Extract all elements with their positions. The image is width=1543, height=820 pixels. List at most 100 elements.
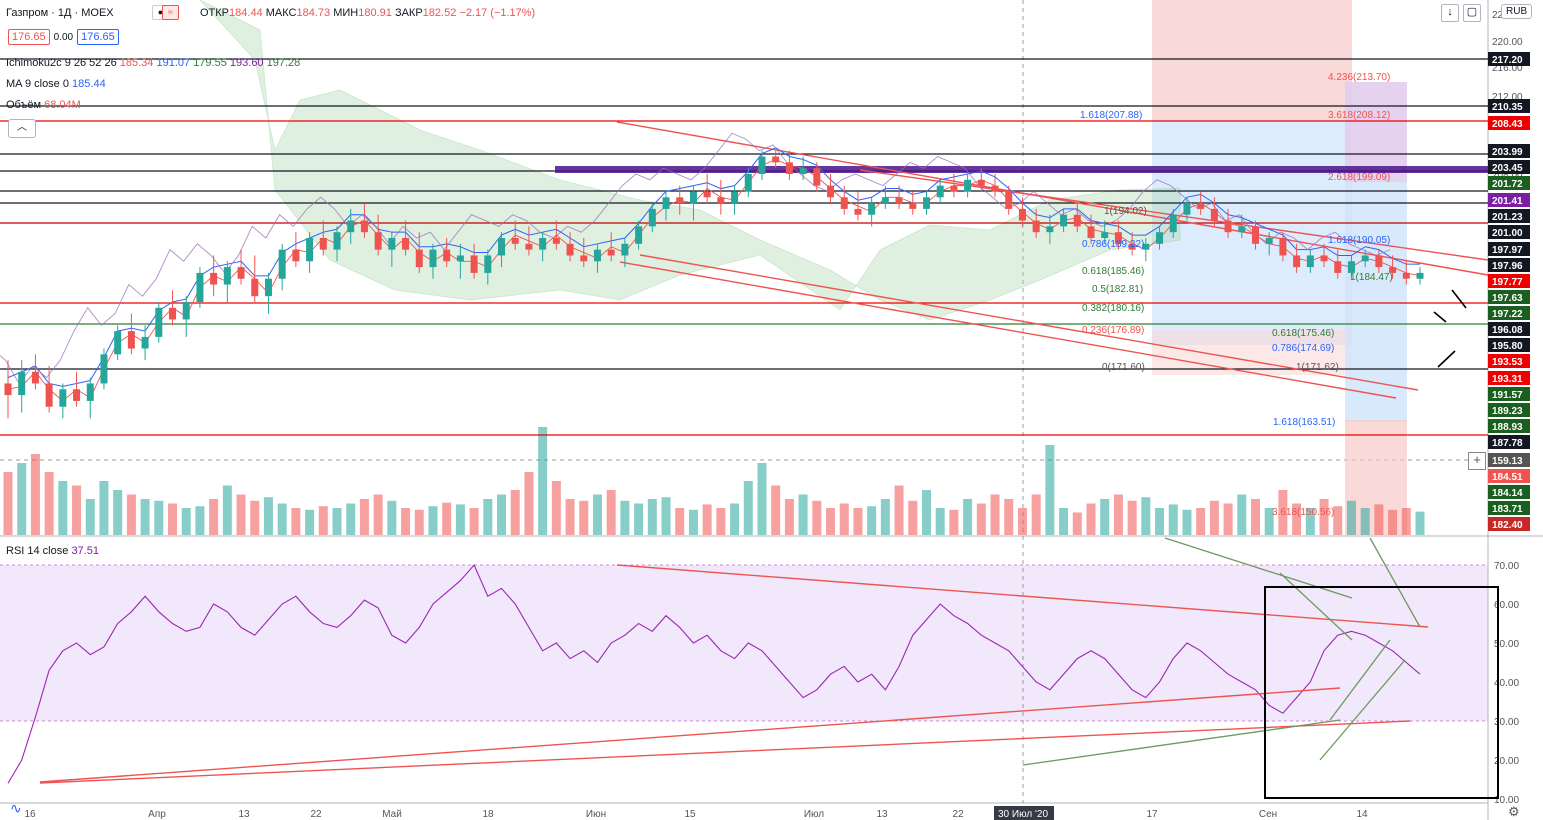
rsi-highlight-box[interactable] xyxy=(1264,586,1499,799)
volume-bar xyxy=(880,499,890,535)
time-tick-label: Апр xyxy=(148,809,166,820)
candle-body xyxy=(1347,261,1355,273)
volume-bar xyxy=(579,500,589,535)
tradingview-logo-icon[interactable]: ∿ xyxy=(10,800,22,816)
arrow-annotation-1[interactable] xyxy=(1451,289,1467,309)
bid-button[interactable]: 176.65 xyxy=(8,29,50,45)
rsi-green-fan-line[interactable] xyxy=(1022,719,1341,766)
price-level-label: 201.00 xyxy=(1492,228,1523,239)
trend-channel-line[interactable] xyxy=(616,121,1489,276)
rsi-tick-label: 20.00 xyxy=(1494,756,1519,767)
volume-bar xyxy=(976,503,986,535)
low-value: 180.91 xyxy=(358,7,392,19)
rsi-trendline[interactable] xyxy=(39,720,1411,784)
price-level-badge[interactable] xyxy=(1488,209,1530,223)
gear-icon[interactable]: ⚙ xyxy=(1508,804,1520,819)
price-level-badge[interactable] xyxy=(1488,176,1530,190)
rsi-green-fan-line[interactable] xyxy=(1319,659,1406,761)
candle-body xyxy=(114,331,122,355)
ask-button[interactable]: 176.65 xyxy=(77,29,119,45)
candle-body xyxy=(1046,226,1054,233)
price-level-badge[interactable] xyxy=(1488,453,1530,467)
short-position-zone[interactable] xyxy=(1152,0,1352,120)
volume-bar xyxy=(538,427,548,535)
price-level-badge[interactable] xyxy=(1488,193,1530,207)
price-level-label: 191.57 xyxy=(1492,390,1523,401)
price-level-badge[interactable] xyxy=(1488,403,1530,417)
rsi-green-fan-line[interactable] xyxy=(1369,537,1421,628)
price-level-badge[interactable] xyxy=(1488,52,1530,66)
volume-scale-badge[interactable] xyxy=(1488,501,1530,515)
volume-bar xyxy=(85,499,95,535)
volume-scale-badge[interactable] xyxy=(1488,485,1530,499)
trend-channel-line[interactable] xyxy=(639,254,1419,391)
volume-bar xyxy=(1415,511,1425,535)
candle-body xyxy=(1087,226,1095,238)
candle-body xyxy=(813,168,821,186)
resistance-band[interactable] xyxy=(555,166,1488,173)
candle-body xyxy=(1156,232,1164,244)
candle-body xyxy=(1251,226,1259,244)
candle-body xyxy=(155,307,163,337)
arrow-annotation-2[interactable] xyxy=(1433,311,1447,323)
symbol-title[interactable]: Газпром · 1Д · MOEX xyxy=(6,7,114,19)
price-level-badge[interactable] xyxy=(1488,116,1530,130)
plus-icon[interactable]: + xyxy=(1468,452,1486,470)
rsi-trendline[interactable] xyxy=(39,687,1341,783)
arrow-down-icon[interactable]: ↓ xyxy=(1441,4,1459,22)
wave-icon[interactable]: ≈ xyxy=(162,5,179,20)
fib-extension-zone-3[interactable] xyxy=(1345,82,1407,182)
price-level-badge[interactable] xyxy=(1488,435,1530,449)
price-tick-label: 208.00 xyxy=(1492,170,1523,181)
price-level-badge[interactable] xyxy=(1488,290,1530,304)
expand-icon[interactable]: ▢ xyxy=(1463,4,1481,22)
ichimoku-legend[interactable]: Ichimoku2c 9 26 52 26 185.34 191.07 179.… xyxy=(6,57,301,69)
price-level-badge[interactable] xyxy=(1488,99,1530,113)
price-level-badge[interactable] xyxy=(1488,258,1530,272)
price-level-badge[interactable] xyxy=(1488,160,1530,174)
candle-body xyxy=(580,255,588,262)
ma-legend[interactable]: MA 9 close 0 185.44 xyxy=(6,78,106,90)
currency-badge[interactable]: RUB xyxy=(1501,4,1533,19)
price-level-badge[interactable] xyxy=(1488,225,1530,239)
collapse-legend-button[interactable]: ︿ xyxy=(8,119,36,138)
price-level-badge[interactable] xyxy=(1488,306,1530,320)
price-level-badge[interactable] xyxy=(1488,371,1530,385)
rsi-legend[interactable]: RSI 14 close 37.51 xyxy=(6,545,99,557)
trend-channel-line[interactable] xyxy=(619,261,1397,399)
fib-level-label: 1.618(207.88) xyxy=(1080,110,1142,121)
volume-bar xyxy=(826,508,836,535)
candle-body xyxy=(703,191,711,198)
volume-legend[interactable]: Объём 68.04M xyxy=(6,99,81,111)
volume-scale-badge[interactable] xyxy=(1488,517,1530,531)
price-level-badge[interactable] xyxy=(1488,322,1530,336)
candle-body xyxy=(45,383,53,407)
price-level-badge[interactable] xyxy=(1488,274,1530,288)
time-tick-label: 13 xyxy=(238,809,250,820)
fib-retracement-zone-red[interactable] xyxy=(1152,330,1352,375)
candle-body xyxy=(1389,267,1397,273)
fib-level-label: 1.618(190.05) xyxy=(1328,235,1390,246)
volume-bar xyxy=(592,494,602,535)
candle-body xyxy=(1005,191,1013,209)
crosshair-date-badge xyxy=(994,806,1054,820)
rsi-tick-label: 60.00 xyxy=(1494,600,1519,611)
volume-scale-badge[interactable] xyxy=(1488,469,1530,483)
rsi-green-fan-line[interactable] xyxy=(1329,639,1391,721)
price-level-badge[interactable] xyxy=(1488,419,1530,433)
price-level-badge[interactable] xyxy=(1488,242,1530,256)
price-level-badge[interactable] xyxy=(1488,144,1530,158)
price-level-badge[interactable] xyxy=(1488,387,1530,401)
volume-bar xyxy=(1127,500,1137,535)
volume-scale-label: 183.71 xyxy=(1492,504,1523,515)
rsi-trendline[interactable] xyxy=(616,564,1429,628)
arrow-annotation-3[interactable] xyxy=(1437,350,1456,368)
volume-bar xyxy=(1237,494,1247,535)
rsi-green-fan-line[interactable] xyxy=(1279,572,1353,641)
price-level-badge[interactable] xyxy=(1488,354,1530,368)
candle-body xyxy=(552,238,560,244)
price-level-badge[interactable] xyxy=(1488,338,1530,352)
volume-bar xyxy=(1086,503,1096,535)
volume-bar xyxy=(798,494,808,535)
